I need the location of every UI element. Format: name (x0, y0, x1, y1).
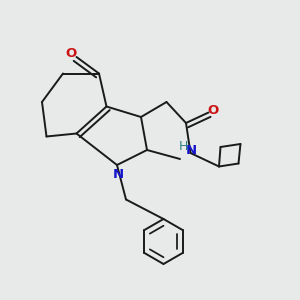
Text: O: O (207, 103, 219, 117)
Text: N: N (185, 144, 197, 157)
Text: H: H (179, 140, 189, 154)
Text: N: N (113, 167, 124, 181)
Text: O: O (65, 46, 76, 60)
